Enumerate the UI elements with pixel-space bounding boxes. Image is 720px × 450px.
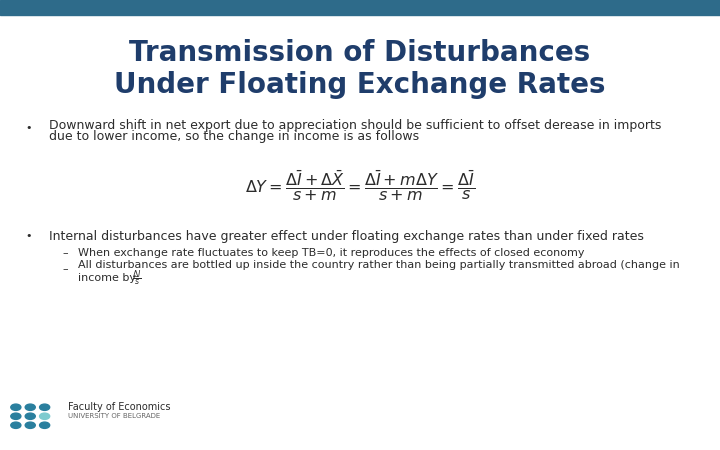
Circle shape <box>25 404 35 410</box>
Circle shape <box>11 413 21 419</box>
Text: Under Floating Exchange Rates: Under Floating Exchange Rates <box>114 71 606 99</box>
Text: •: • <box>25 231 32 241</box>
Text: –: – <box>62 248 68 258</box>
Text: When exchange rate fluctuates to keep TB=0, it reproduces the effects of closed : When exchange rate fluctuates to keep TB… <box>78 248 584 258</box>
Text: due to lower income, so the change in income is as follows: due to lower income, so the change in in… <box>49 130 419 143</box>
Text: UNIVERSITY OF BELGRADE: UNIVERSITY OF BELGRADE <box>68 413 161 419</box>
Circle shape <box>11 422 21 428</box>
Circle shape <box>11 404 21 410</box>
Circle shape <box>40 422 50 428</box>
Text: Downward shift in net export due to appreciation should be sufficient to offset : Downward shift in net export due to appr… <box>49 119 662 131</box>
Text: All disturbances are bottled up inside the country rather than being partially t: All disturbances are bottled up inside t… <box>78 261 680 270</box>
Circle shape <box>40 404 50 410</box>
Text: Faculty of Economics: Faculty of Economics <box>68 402 171 412</box>
Text: Internal disturbances have greater effect under floating exchange rates than und: Internal disturbances have greater effec… <box>49 230 644 243</box>
Text: $\frac{\Delta I}{s}$: $\frac{\Delta I}{s}$ <box>132 269 141 289</box>
Text: •: • <box>25 123 32 133</box>
Circle shape <box>40 413 50 419</box>
Circle shape <box>25 413 35 419</box>
Text: Transmission of Disturbances: Transmission of Disturbances <box>130 39 590 67</box>
Bar <box>0 0 720 15</box>
Text: income by: income by <box>78 273 136 283</box>
Text: $\Delta Y = \dfrac{\Delta\bar{I} + \Delta\bar{X}}{s + m} = \dfrac{\Delta\bar{I} : $\Delta Y = \dfrac{\Delta\bar{I} + \Delt… <box>245 168 475 202</box>
Circle shape <box>25 422 35 428</box>
Text: –: – <box>62 264 68 274</box>
